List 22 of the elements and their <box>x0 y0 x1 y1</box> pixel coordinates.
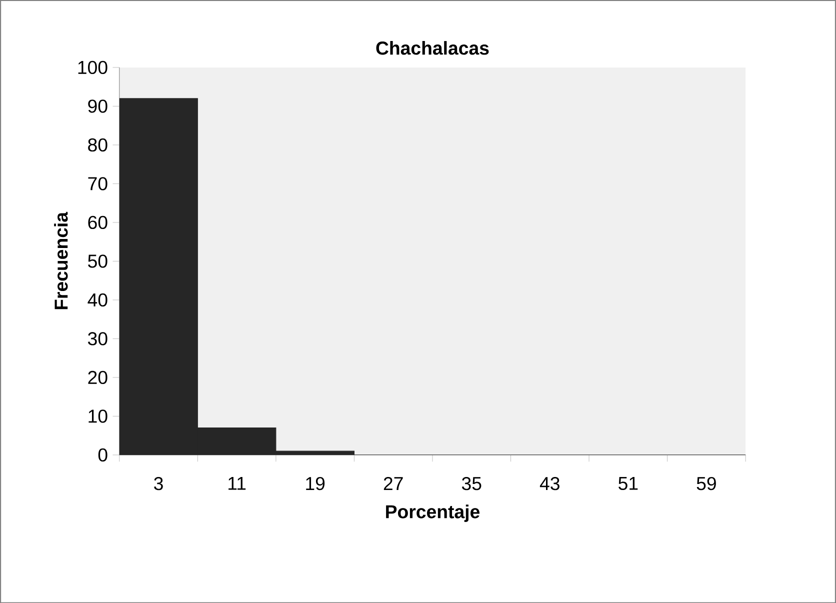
y-tick-label: 40 <box>88 293 108 306</box>
y-tick-label: 90 <box>88 99 108 113</box>
x-axis-title: Porcentaje <box>386 504 480 522</box>
x-tick-label: 59 <box>696 476 716 490</box>
y-tick-label: 100 <box>78 60 108 74</box>
y-tick-label: 30 <box>88 332 108 346</box>
x-tick-label: 43 <box>540 476 560 490</box>
x-tick-label: 27 <box>384 476 403 490</box>
x-tick-label: 11 <box>228 476 246 490</box>
y-tick-label: 80 <box>88 138 108 152</box>
x-tick-label: 19 <box>306 476 325 490</box>
y-tick-label: 20 <box>88 370 108 384</box>
y-tick-label: 60 <box>88 216 108 229</box>
y-axis-title: Frecuencia <box>54 212 68 310</box>
y-tick-label: 10 <box>88 409 108 423</box>
y-tick-label: 50 <box>88 254 108 268</box>
y-tick-label: 70 <box>88 176 108 190</box>
y-tick-label: 0 <box>98 448 108 462</box>
x-tick-label: 35 <box>462 476 482 490</box>
chart-title: Chachalacas <box>376 40 489 55</box>
x-tick-label: 3 <box>154 476 163 490</box>
x-tick-label: 51 <box>618 476 638 490</box>
